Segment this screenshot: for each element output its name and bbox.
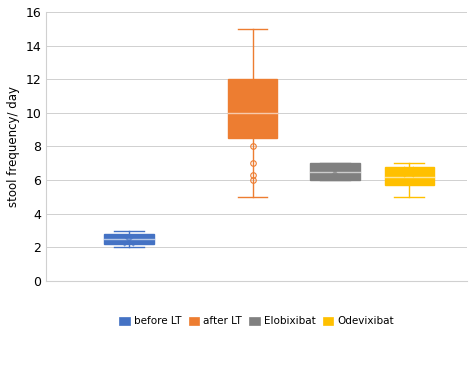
- Y-axis label: stool frequency/ day: stool frequency/ day: [7, 86, 20, 207]
- Bar: [384, 167, 434, 185]
- Legend: before LT, after LT, Elobixibat, Odevixibat: before LT, after LT, Elobixibat, Odevixi…: [116, 313, 397, 330]
- Bar: [104, 234, 154, 244]
- Bar: [228, 79, 277, 138]
- Bar: [310, 163, 360, 180]
